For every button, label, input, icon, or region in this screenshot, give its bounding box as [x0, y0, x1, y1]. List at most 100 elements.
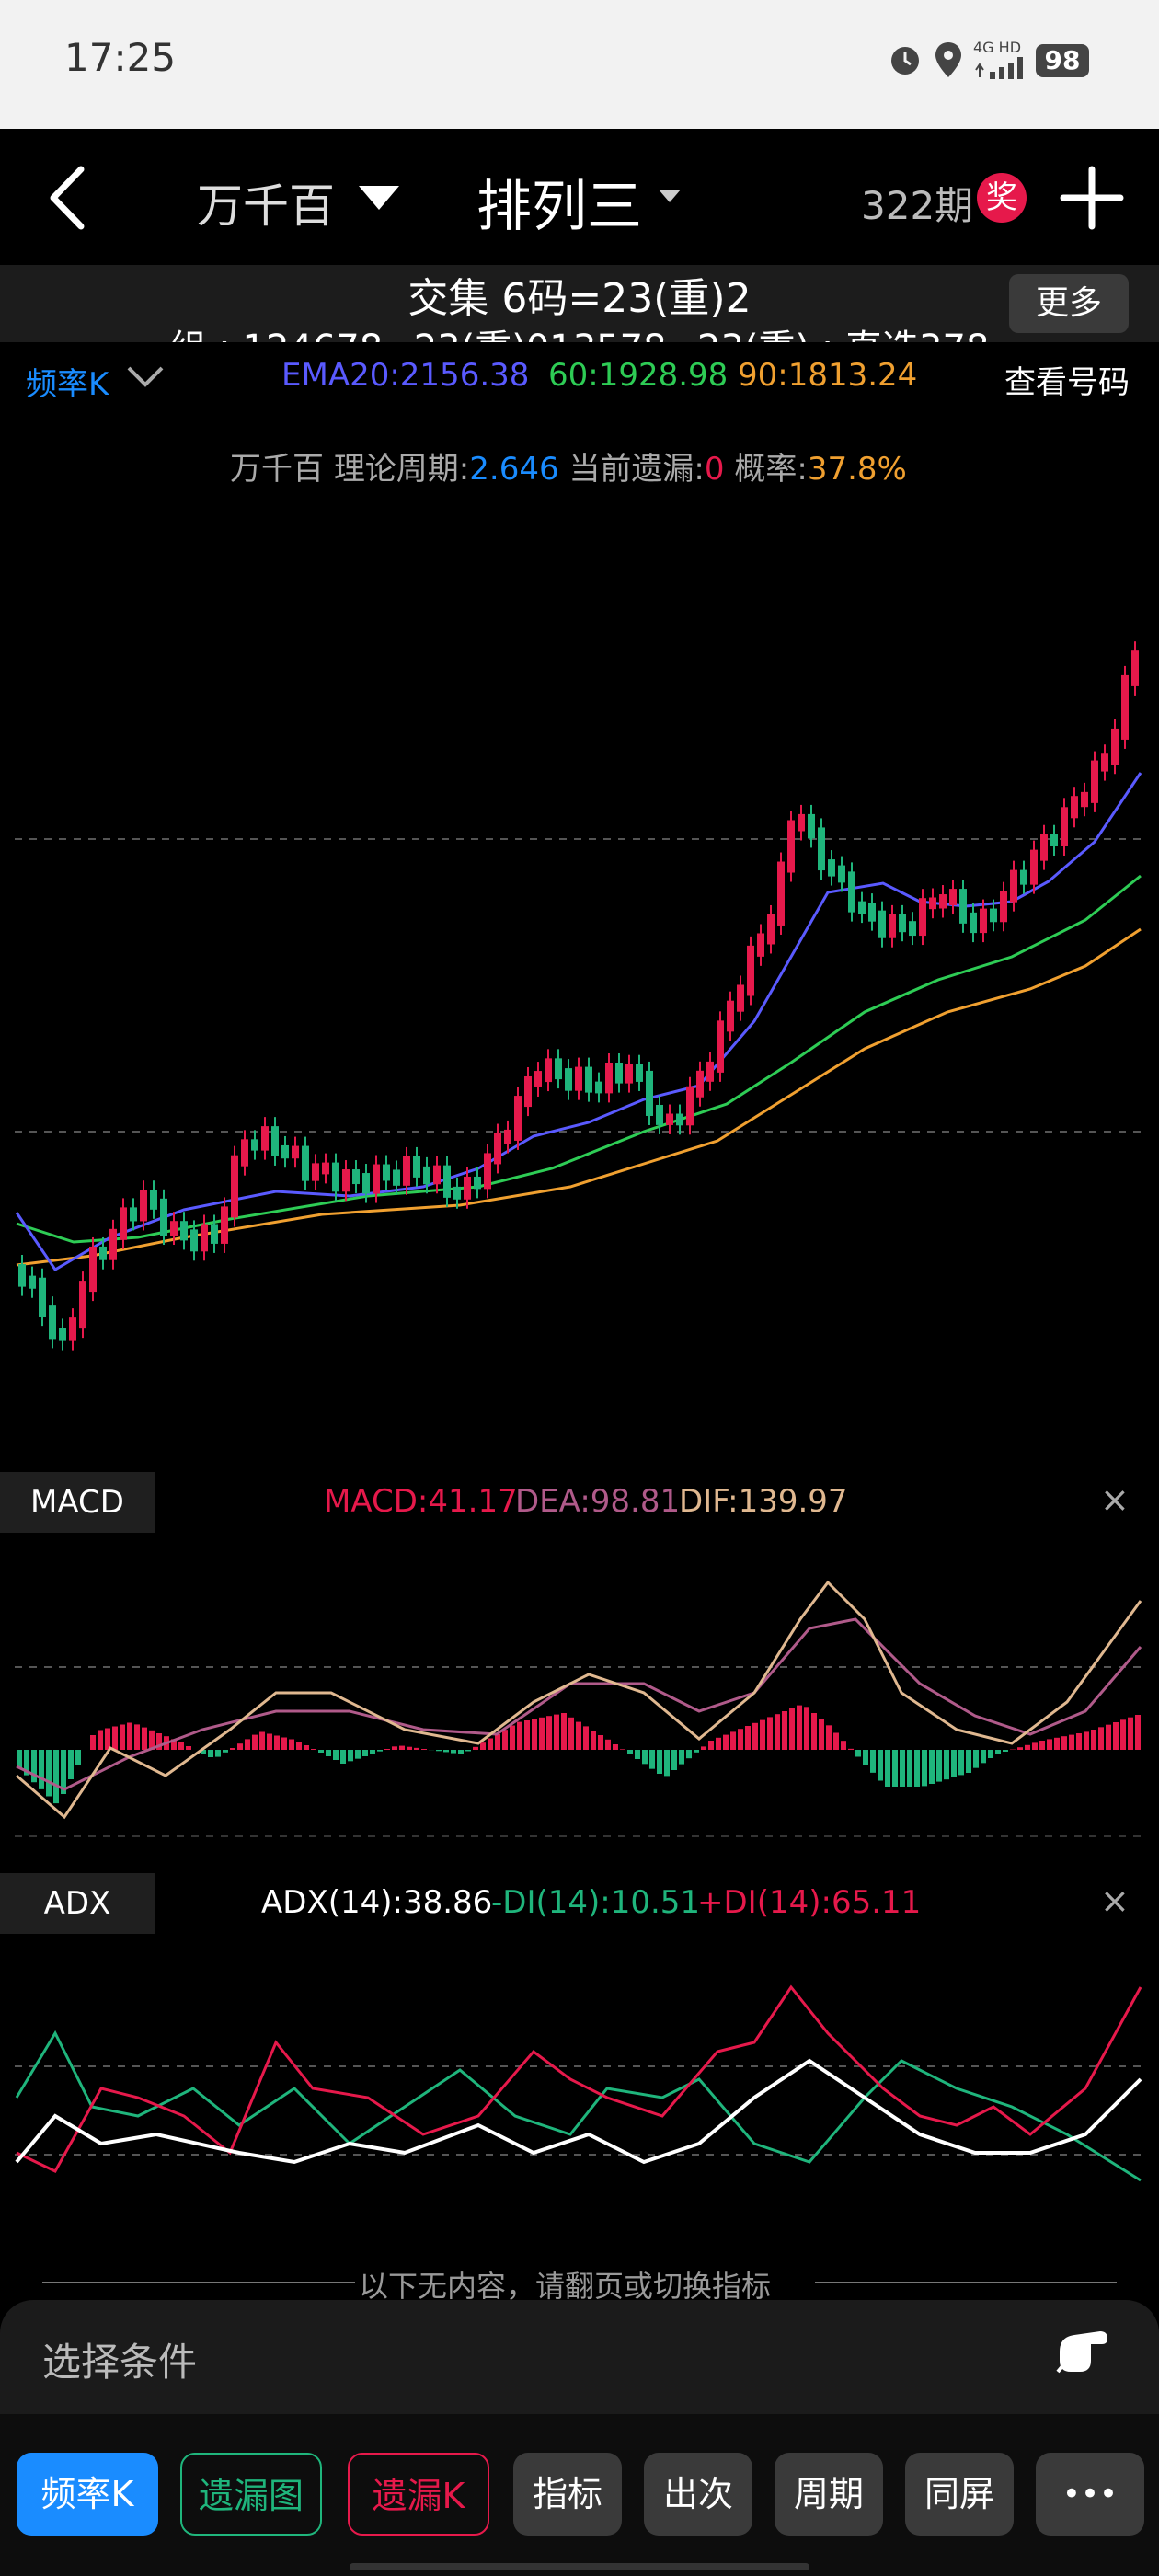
candle	[383, 1164, 390, 1181]
macd-bar	[215, 1750, 221, 1757]
macd-bar	[127, 1722, 132, 1750]
candle	[990, 908, 997, 923]
more-button[interactable]: 更多	[1009, 274, 1129, 333]
macd-bar	[304, 1745, 309, 1750]
candle	[585, 1066, 592, 1093]
macd-bar	[730, 1731, 736, 1750]
view-numbers-link[interactable]: 查看号码	[1004, 364, 1130, 401]
candle	[352, 1169, 360, 1185]
macd-bar	[370, 1750, 375, 1754]
tab-miss-k[interactable]: 遗漏K	[348, 2453, 489, 2536]
miss-value: 0	[704, 451, 725, 488]
tab-occurrence[interactable]: 出次	[644, 2453, 752, 2536]
caret-down-icon[interactable]	[657, 188, 683, 204]
candle	[1121, 674, 1129, 740]
prob-value: 37.8%	[807, 451, 907, 488]
freq-k-selector[interactable]: 频率K	[26, 366, 109, 403]
candle	[1081, 791, 1088, 808]
adx-close-icon[interactable]: ×	[1100, 1880, 1130, 1921]
macd-bar	[348, 1750, 353, 1762]
candle	[656, 1104, 663, 1125]
macd-bar	[686, 1750, 692, 1759]
tab-indicator[interactable]: 指标	[513, 2453, 622, 2536]
period-label: 322期	[861, 183, 974, 228]
macd-bar	[289, 1739, 294, 1750]
prize-badge[interactable]: 奖	[977, 173, 1027, 223]
macd-bar	[384, 1749, 390, 1750]
adx-tag[interactable]: ADX	[0, 1873, 155, 1934]
macd-bar	[1054, 1737, 1060, 1750]
macd-bar	[149, 1730, 155, 1750]
position-label: 万千百	[230, 451, 324, 488]
macd-bar	[936, 1750, 942, 1782]
macd-bar	[142, 1727, 147, 1750]
candle	[453, 1186, 461, 1200]
macd-tag[interactable]: MACD	[0, 1472, 155, 1533]
condition-bar[interactable]	[0, 2300, 1159, 2414]
kline-chart	[15, 641, 1144, 1351]
macd-bar	[951, 1750, 957, 1777]
candle	[423, 1166, 430, 1185]
candle	[484, 1153, 491, 1190]
candle	[949, 889, 957, 906]
candle	[403, 1156, 410, 1186]
adx-chart	[15, 1984, 1144, 2182]
tab-miss-chart[interactable]: 遗漏图	[180, 2453, 322, 2536]
tab-freq-k[interactable]: 频率K	[17, 2453, 158, 2536]
macd-bar	[620, 1749, 625, 1750]
macd-close-icon[interactable]: ×	[1100, 1479, 1130, 1520]
macd-bar	[326, 1750, 331, 1756]
candle	[464, 1176, 471, 1200]
macd-bar	[605, 1739, 611, 1750]
macd-bar	[436, 1750, 442, 1752]
lottery-title[interactable]: 排列三	[476, 175, 642, 239]
tab-same-screen[interactable]: 同屏	[905, 2453, 1014, 2536]
divider-right	[815, 2282, 1117, 2283]
macd-bar	[61, 1750, 66, 1794]
macd-bar	[171, 1739, 177, 1750]
macd-bar	[156, 1733, 162, 1750]
macd-bar	[267, 1733, 272, 1750]
candle	[858, 901, 866, 914]
candle	[868, 903, 876, 922]
macd-bar	[723, 1734, 729, 1750]
macd-bar	[568, 1717, 574, 1750]
chevron-down-icon[interactable]	[125, 364, 166, 390]
prob-label: 概率:	[734, 451, 808, 488]
position-select[interactable]: 万千百	[197, 179, 335, 233]
candle	[757, 933, 764, 957]
macd-bar	[929, 1750, 935, 1784]
candle	[676, 1113, 683, 1126]
candle	[201, 1224, 208, 1252]
candle	[575, 1066, 582, 1091]
macd-bar	[230, 1748, 235, 1750]
macd-bar	[510, 1725, 515, 1750]
candle	[959, 889, 967, 924]
candle	[271, 1126, 279, 1156]
plus-icon[interactable]	[1060, 166, 1124, 230]
macd-bar	[281, 1737, 287, 1750]
macd-bar	[900, 1750, 905, 1787]
candle	[322, 1162, 329, 1175]
chevron-down-icon[interactable]	[357, 184, 401, 212]
macd-bar	[407, 1746, 412, 1750]
status-bar	[0, 0, 1159, 129]
macd-bar	[333, 1750, 339, 1760]
more-options-icon[interactable]: •••	[1036, 2453, 1144, 2536]
back-arrow-icon[interactable]	[46, 166, 88, 230]
pointer-hand-icon[interactable]	[1054, 2324, 1113, 2379]
minus-di-line	[15, 2030, 1142, 2182]
macd-bar	[1128, 1717, 1133, 1750]
macd-bar	[473, 1746, 478, 1750]
tab-cycle[interactable]: 周期	[775, 2453, 883, 2536]
candle	[828, 859, 835, 877]
macd-bar	[31, 1750, 37, 1783]
candle	[686, 1086, 694, 1126]
candle	[120, 1207, 127, 1240]
candle	[1010, 869, 1017, 903]
candle	[362, 1173, 370, 1194]
divider-left	[42, 2282, 355, 2283]
condition-label[interactable]: 选择条件	[42, 2340, 198, 2385]
candle	[919, 898, 926, 937]
